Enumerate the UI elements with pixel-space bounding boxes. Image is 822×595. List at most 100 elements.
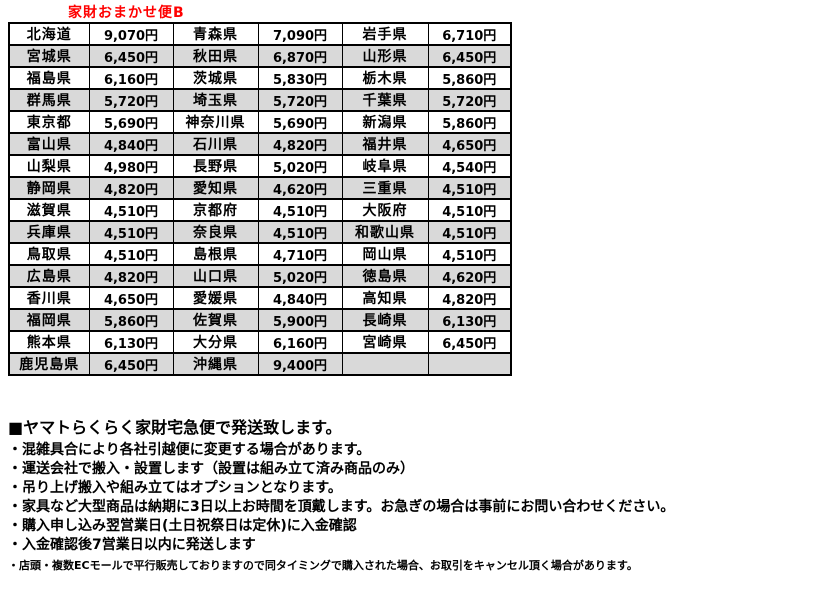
prefecture-cell: 徳島県 — [341, 264, 429, 288]
prefecture-cell: 愛媛県 — [172, 286, 259, 310]
prefecture-cell: 岡山県 — [341, 242, 429, 266]
price-cell: 6,450円 — [88, 352, 174, 376]
price-cell: 5,720円 — [88, 88, 174, 112]
prefecture-price-table: 北海道 9,070円 青森県 7,090円 岩手県 6,710円 宮城県 6,450円 秋田県 6… — [8, 22, 512, 376]
prefecture-cell: 宮城県 — [8, 44, 90, 68]
prefecture-cell: 愛知県 — [172, 176, 259, 200]
price-cell: 6,450円 — [88, 44, 174, 68]
prefecture-cell: 神奈川県 — [172, 110, 259, 134]
price-cell: 4,840円 — [257, 286, 343, 310]
table-row: 山梨県 4,980円 長野県 5,020円 岐阜県 4,540円 — [8, 154, 512, 178]
prefecture-cell: 山口県 — [172, 264, 259, 288]
prefecture-cell: 秋田県 — [172, 44, 259, 68]
prefecture-cell: 茨城県 — [172, 66, 259, 90]
price-cell: 4,820円 — [88, 264, 174, 288]
price-cell: 4,540円 — [427, 154, 512, 178]
price-cell: 5,690円 — [257, 110, 343, 134]
price-cell: 5,860円 — [88, 308, 174, 332]
table-row: 富山県 4,840円 石川県 4,820円 福井県 4,650円 — [8, 132, 512, 156]
price-cell: 4,510円 — [257, 198, 343, 222]
note-line: ・入金確認後7営業日以内に発送します — [8, 537, 256, 553]
price-cell: 5,830円 — [257, 66, 343, 90]
table-row: 兵庫県 4,510円 奈良県 4,510円 和歌山県 4,510円 — [8, 220, 512, 244]
prefecture-cell: 福井県 — [341, 132, 429, 156]
prefecture-cell: 熊本県 — [8, 330, 90, 354]
price-cell: 5,020円 — [257, 264, 343, 288]
price-cell: 9,400円 — [257, 352, 343, 376]
price-cell — [427, 352, 512, 376]
price-cell: 4,980円 — [88, 154, 174, 178]
price-cell: 4,820円 — [257, 132, 343, 156]
price-cell: 6,160円 — [257, 330, 343, 354]
shipping-notes-list: ・混雑具合により各社引越便に変更する場合があります。 ・運送会社で搬入・設置しま… — [8, 441, 674, 555]
table-row: 滋賀県 4,510円 京都府 4,510円 大阪府 4,510円 — [8, 198, 512, 222]
prefecture-cell — [341, 352, 429, 376]
prefecture-cell: 新潟県 — [341, 110, 429, 134]
prefecture-cell: 福島県 — [8, 66, 90, 90]
prefecture-cell: 青森県 — [172, 22, 259, 46]
price-table-body: 北海道 9,070円 青森県 7,090円 岩手県 6,710円 宮城県 6,450円 秋田県 6… — [8, 22, 512, 376]
price-cell: 5,020円 — [257, 154, 343, 178]
prefecture-cell: 東京都 — [8, 110, 90, 134]
note-line: ・混雑具合により各社引越便に変更する場合があります。 — [8, 442, 371, 458]
price-cell: 5,900円 — [257, 308, 343, 332]
price-cell: 5,720円 — [427, 88, 512, 112]
price-cell: 5,690円 — [88, 110, 174, 134]
price-cell: 4,820円 — [88, 176, 174, 200]
table-row: 東京都 5,690円 神奈川県 5,690円 新潟県 5,860円 — [8, 110, 512, 134]
price-cell: 6,130円 — [427, 308, 512, 332]
table-row: 福岡県 5,860円 佐賀県 5,900円 長崎県 6,130円 — [8, 308, 512, 332]
price-cell: 6,870円 — [257, 44, 343, 68]
prefecture-cell: 高知県 — [341, 286, 429, 310]
prefecture-cell: 兵庫県 — [8, 220, 90, 244]
table-row: 鳥取県 4,510円 島根県 4,710円 岡山県 4,510円 — [8, 242, 512, 266]
cancel-policy-footnote: ・店頭・複数ECモールで平行販売しておりますので同タイミングで購入された場合、お… — [8, 559, 638, 572]
table-row: 宮城県 6,450円 秋田県 6,870円 山形県 6,450円 — [8, 44, 512, 68]
price-cell: 4,510円 — [88, 220, 174, 244]
price-cell: 6,450円 — [427, 44, 512, 68]
price-cell: 4,510円 — [257, 220, 343, 244]
prefecture-cell: 香川県 — [8, 286, 90, 310]
prefecture-cell: 群馬県 — [8, 88, 90, 112]
prefecture-cell: 栃木県 — [341, 66, 429, 90]
prefecture-cell: 埼玉県 — [172, 88, 259, 112]
prefecture-cell: 岐阜県 — [341, 154, 429, 178]
table-row: 静岡県 4,820円 愛知県 4,620円 三重県 4,510円 — [8, 176, 512, 200]
price-cell: 7,090円 — [257, 22, 343, 46]
prefecture-cell: 岩手県 — [341, 22, 429, 46]
price-cell: 4,620円 — [257, 176, 343, 200]
price-cell: 4,650円 — [88, 286, 174, 310]
table-row: 熊本県 6,130円 大分県 6,160円 宮崎県 6,450円 — [8, 330, 512, 354]
prefecture-cell: 千葉県 — [341, 88, 429, 112]
prefecture-cell: 北海道 — [8, 22, 90, 46]
price-cell: 6,710円 — [427, 22, 512, 46]
prefecture-cell: 沖縄県 — [172, 352, 259, 376]
prefecture-cell: 石川県 — [172, 132, 259, 156]
price-cell: 5,720円 — [257, 88, 343, 112]
shipping-method-heading: ■ヤマトらくらく家財宅急便で発送致します。 — [8, 418, 342, 437]
table-row: 群馬県 5,720円 埼玉県 5,720円 千葉県 5,720円 — [8, 88, 512, 112]
prefecture-cell: 鳥取県 — [8, 242, 90, 266]
price-cell: 5,860円 — [427, 110, 512, 134]
price-cell: 4,510円 — [88, 242, 174, 266]
table-row: 福島県 6,160円 茨城県 5,830円 栃木県 5,860円 — [8, 66, 512, 90]
price-cell: 4,510円 — [427, 220, 512, 244]
price-cell: 4,650円 — [427, 132, 512, 156]
prefecture-cell: 山梨県 — [8, 154, 90, 178]
price-cell: 4,510円 — [427, 176, 512, 200]
table-row: 鹿児島県 6,450円 沖縄県 9,400円 — [8, 352, 512, 376]
prefecture-cell: 宮崎県 — [341, 330, 429, 354]
prefecture-cell: 長崎県 — [341, 308, 429, 332]
price-cell: 4,840円 — [88, 132, 174, 156]
price-cell: 4,510円 — [88, 198, 174, 222]
price-cell: 4,510円 — [427, 242, 512, 266]
note-line: ・購入申し込み翌営業日(土日祝祭日は定休)に入金確認 — [8, 518, 357, 534]
note-line: ・運送会社で搬入・設置します（設置は組み立て済み商品のみ） — [8, 461, 414, 477]
price-cell: 4,620円 — [427, 264, 512, 288]
prefecture-cell: 滋賀県 — [8, 198, 90, 222]
prefecture-cell: 三重県 — [341, 176, 429, 200]
prefecture-cell: 静岡県 — [8, 176, 90, 200]
note-line: ・家具など大型商品は納期に3日以上お時間を頂戴します。お急ぎの場合は事前にお問い… — [8, 499, 675, 515]
prefecture-cell: 大阪府 — [341, 198, 429, 222]
